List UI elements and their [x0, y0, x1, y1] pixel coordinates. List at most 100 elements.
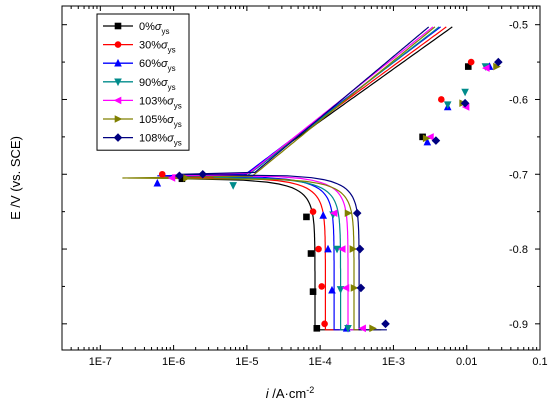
series-marker: [356, 283, 366, 293]
series-marker: [461, 88, 469, 97]
x-axis-label-symbol: i: [266, 386, 270, 401]
legend-label: 103%σys: [139, 95, 182, 110]
series-marker: [494, 57, 503, 67]
series-marker: [431, 136, 441, 145]
series-marker: [324, 244, 332, 253]
series-line: [181, 26, 453, 331]
x-axis-label: i /A·cm-2: [266, 385, 314, 401]
series-marker: [303, 213, 310, 221]
series-marker: [358, 324, 366, 333]
legend-label-sub: ys: [168, 83, 176, 92]
legend-label-text: 90%: [139, 77, 161, 89]
series-marker: [464, 63, 472, 70]
y-tick-label: -0.6: [509, 94, 528, 106]
y-tick-label: -0.7: [509, 169, 528, 181]
legend-label-sub: ys: [174, 120, 182, 129]
legend-label-text: 108%: [139, 133, 167, 145]
series-marker: [307, 250, 315, 257]
series-marker: [423, 137, 432, 146]
series-marker: [175, 171, 184, 181]
x-tick-label: 0.1: [532, 356, 547, 368]
series-line: [179, 26, 430, 331]
y-tick-label: -0.8: [509, 244, 528, 256]
series-marker: [329, 209, 338, 217]
series-marker: [422, 134, 431, 143]
series-marker: [369, 324, 377, 333]
legend-label-text: 0%: [139, 21, 155, 33]
x-tick-label: 1E-3: [382, 356, 405, 368]
series-marker: [438, 96, 445, 103]
legend-label: 105%σys: [139, 114, 182, 129]
series-line: [122, 26, 436, 331]
y-tick-label: -0.9: [509, 319, 528, 331]
series-marker: [229, 182, 237, 190]
series-marker: [341, 284, 350, 292]
series-marker: [309, 208, 317, 215]
series-marker: [321, 320, 328, 328]
x-tick-label: 1E-5: [235, 356, 258, 368]
legend-marker: [114, 22, 122, 30]
legend-label-sigma: σ: [161, 58, 168, 70]
x-axis-label-unit: /A·cm: [269, 386, 307, 401]
y-axis-label: E /V (vs. SCE): [8, 136, 23, 220]
legend-label: 30%σys: [139, 40, 176, 55]
series-marker: [355, 244, 365, 254]
series-marker: [381, 319, 390, 329]
legend-marker: [114, 41, 122, 48]
legend-label-sigma: σ: [161, 77, 168, 89]
legend-label-sub: ys: [174, 101, 182, 110]
series-marker: [167, 174, 176, 182]
series-marker: [467, 58, 475, 66]
series-marker: [183, 174, 191, 182]
legend-label-sigma: σ: [167, 114, 174, 126]
series-marker: [318, 283, 326, 290]
legend-label-sub: ys: [162, 27, 170, 36]
series-marker: [333, 245, 341, 254]
legend-marker: [114, 115, 123, 123]
x-tick-label: 0.01: [456, 356, 477, 368]
y-tick-label: -0.5: [509, 20, 528, 32]
legend: 0%σys30%σys60%σys90%σys103%σys105%σys108…: [96, 13, 190, 151]
series-marker: [344, 209, 353, 217]
series-marker: [328, 285, 336, 294]
x-axis-label-exponent: -2: [306, 385, 314, 395]
axes: 1E-7 1E-6 1E-5 1E-4 1E-3 0.01 0.1 -0.5 -0.6 -0.7 -…: [61, 5, 548, 368]
legend-label-sub: ys: [168, 64, 176, 73]
series-marker: [337, 245, 346, 253]
legend-label: 90%σys: [139, 77, 176, 92]
series-marker: [350, 284, 359, 292]
series-marker: [443, 101, 452, 110]
series-marker: [493, 62, 501, 71]
series-marker: [158, 170, 166, 178]
series-marker: [315, 245, 322, 253]
legend-label: 0%σys: [139, 21, 170, 36]
series-marker: [178, 175, 186, 183]
legend-label-text: 30%: [139, 40, 161, 52]
legend-label-text: 60%: [139, 58, 161, 70]
series-marker: [319, 211, 327, 219]
series-marker: [481, 64, 490, 72]
series-marker: [344, 325, 352, 333]
legend-marker: [113, 96, 122, 105]
legend-label: 108%σys: [139, 133, 182, 148]
legend-label-sub: ys: [168, 46, 176, 55]
legend-marker: [114, 78, 122, 87]
series-marker: [309, 288, 317, 295]
series-marker: [460, 98, 470, 108]
legend-label: 60%σys: [139, 58, 176, 73]
plot-frame: [61, 5, 541, 351]
legend-label-sigma: σ: [155, 21, 162, 33]
series-marker: [349, 245, 358, 253]
markers: [153, 57, 503, 333]
series-marker: [313, 325, 321, 332]
legend-label-sigma: σ: [167, 95, 174, 107]
x-tick-label: 1E-4: [309, 356, 332, 368]
series-marker: [198, 169, 208, 179]
series-marker: [352, 208, 362, 218]
legend-label-sigma: σ: [167, 133, 174, 145]
legend-label-sub: ys: [174, 139, 182, 148]
x-tick-label: 1E-6: [162, 356, 185, 368]
legend-marker: [114, 58, 122, 67]
series-marker: [419, 133, 426, 141]
